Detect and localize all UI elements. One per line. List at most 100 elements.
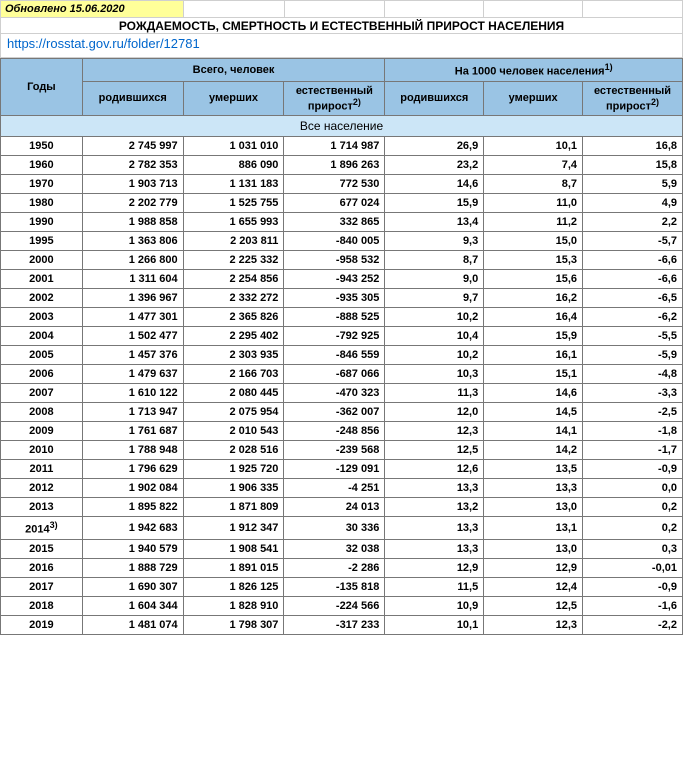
table-header: Годы Всего, человек На 1000 человек насе… — [1, 59, 683, 116]
source-link[interactable]: https://rosstat.gov.ru/folder/12781 — [5, 34, 202, 57]
cell-died-rate: 15,1 — [484, 365, 583, 384]
cell-natural-rate: -2,2 — [583, 615, 683, 634]
cell-born: 1 502 477 — [82, 327, 183, 346]
section-row: Все население — [1, 116, 683, 137]
cell-died-rate: 16,4 — [484, 308, 583, 327]
cell-year: 2002 — [1, 289, 83, 308]
cell-born-rate: 10,2 — [385, 308, 484, 327]
cell-year: 2007 — [1, 384, 83, 403]
cell-born: 1 888 729 — [82, 558, 183, 577]
cell-died-rate: 13,5 — [484, 460, 583, 479]
cell-natural: -792 925 — [284, 327, 385, 346]
cell-born-rate: 14,6 — [385, 175, 484, 194]
table-row: 20101 788 9482 028 516-239 56812,514,2-1… — [1, 441, 683, 460]
cell-born-rate: 10,1 — [385, 615, 484, 634]
table-row: 20001 266 8002 225 332-958 5328,715,3-6,… — [1, 251, 683, 270]
cell-natural: 772 530 — [284, 175, 385, 194]
table-row: 20151 940 5791 908 54132 03813,313,00,3 — [1, 539, 683, 558]
cell-died: 2 332 272 — [183, 289, 284, 308]
cell-born-rate: 10,4 — [385, 327, 484, 346]
cell-born: 2 782 353 — [82, 156, 183, 175]
cell-born: 1 902 084 — [82, 479, 183, 498]
cell-born-rate: 15,9 — [385, 194, 484, 213]
cell-born-rate: 13,3 — [385, 517, 484, 540]
cell-year: 1995 — [1, 232, 83, 251]
cell-born: 1 788 948 — [82, 441, 183, 460]
cell-year: 1970 — [1, 175, 83, 194]
cell-died-rate: 14,5 — [484, 403, 583, 422]
cell-born-rate: 12,5 — [385, 441, 484, 460]
cell-natural-rate: 0,3 — [583, 539, 683, 558]
cell-born-rate: 12,9 — [385, 558, 484, 577]
cell-died: 1 655 993 — [183, 213, 284, 232]
cell-natural-rate: -6,6 — [583, 251, 683, 270]
table-row: 20011 311 6042 254 856-943 2529,015,6-6,… — [1, 270, 683, 289]
cell-died-rate: 7,4 — [484, 156, 583, 175]
cell-born-rate: 10,9 — [385, 596, 484, 615]
table-row: 20143)1 942 6831 912 34730 33613,313,10,… — [1, 517, 683, 540]
cell-died: 2 075 954 — [183, 403, 284, 422]
cell-natural: -135 818 — [284, 577, 385, 596]
cell-year: 2015 — [1, 539, 83, 558]
cell-died-rate: 12,5 — [484, 596, 583, 615]
cell-natural: -958 532 — [284, 251, 385, 270]
cell-born: 1 713 947 — [82, 403, 183, 422]
cell-died-rate: 14,6 — [484, 384, 583, 403]
cell-died-rate: 14,1 — [484, 422, 583, 441]
cell-natural: -888 525 — [284, 308, 385, 327]
cell-natural: 1 714 987 — [284, 137, 385, 156]
cell-natural: -2 286 — [284, 558, 385, 577]
cell-natural-rate: -5,5 — [583, 327, 683, 346]
cell-born-rate: 9,7 — [385, 289, 484, 308]
cell-born: 1 266 800 — [82, 251, 183, 270]
cell-year: 1980 — [1, 194, 83, 213]
cell-year: 2009 — [1, 422, 83, 441]
table-row: 20021 396 9672 332 272-935 3059,716,2-6,… — [1, 289, 683, 308]
cell-died: 1 525 755 — [183, 194, 284, 213]
table-row: 19802 202 7791 525 755677 02415,911,04,9 — [1, 194, 683, 213]
cell-natural-rate: -5,7 — [583, 232, 683, 251]
cell-natural-rate: -2,5 — [583, 403, 683, 422]
spreadsheet: Обновлено 15.06.2020 РОЖДАЕМОСТЬ, СМЕРТН… — [0, 0, 683, 635]
table-row: 19951 363 8062 203 811-840 0059,315,0-5,… — [1, 232, 683, 251]
cell-natural-rate: -0,9 — [583, 460, 683, 479]
cell-natural-rate: 0,2 — [583, 517, 683, 540]
page-title: РОЖДАЕМОСТЬ, СМЕРТНОСТЬ И ЕСТЕСТВЕННЫЙ П… — [1, 18, 683, 34]
cell-born: 1 396 967 — [82, 289, 183, 308]
cell-died-rate: 13,3 — [484, 479, 583, 498]
cell-natural-rate: -3,3 — [583, 384, 683, 403]
cell-natural-rate: 0,0 — [583, 479, 683, 498]
cell-died-rate: 15,6 — [484, 270, 583, 289]
header-group-total: Всего, человек — [82, 59, 385, 82]
cell-died: 1 908 541 — [183, 539, 284, 558]
cell-year: 2001 — [1, 270, 83, 289]
cell-born: 1 942 683 — [82, 517, 183, 540]
cell-died: 2 295 402 — [183, 327, 284, 346]
cell-born: 2 202 779 — [82, 194, 183, 213]
cell-born-rate: 10,3 — [385, 365, 484, 384]
cell-born-rate: 13,4 — [385, 213, 484, 232]
cell-died-rate: 13,1 — [484, 517, 583, 540]
table-row: 19701 903 7131 131 183772 53014,68,75,9 — [1, 175, 683, 194]
cell-born: 1 479 637 — [82, 365, 183, 384]
table-row: 20091 761 6872 010 543-248 85612,314,1-1… — [1, 422, 683, 441]
cell-natural-rate: -6,5 — [583, 289, 683, 308]
cell-natural-rate: -4,8 — [583, 365, 683, 384]
cell-died-rate: 8,7 — [484, 175, 583, 194]
table-row: 20121 902 0841 906 335-4 25113,313,30,0 — [1, 479, 683, 498]
header-natural-rate: естественный прирост2) — [583, 81, 683, 116]
cell-natural: -935 305 — [284, 289, 385, 308]
table-row: 20161 888 7291 891 015-2 28612,912,9-0,0… — [1, 558, 683, 577]
cell-died-rate: 16,2 — [484, 289, 583, 308]
cell-born-rate: 13,2 — [385, 498, 484, 517]
cell-born-rate: 23,2 — [385, 156, 484, 175]
cell-born-rate: 13,3 — [385, 479, 484, 498]
cell-natural-rate: 4,9 — [583, 194, 683, 213]
cell-born-rate: 11,5 — [385, 577, 484, 596]
cell-died-rate: 11,0 — [484, 194, 583, 213]
cell-born-rate: 8,7 — [385, 251, 484, 270]
cell-natural-rate: -1,6 — [583, 596, 683, 615]
cell-year: 2010 — [1, 441, 83, 460]
cell-natural: 1 896 263 — [284, 156, 385, 175]
cell-natural-rate: 16,8 — [583, 137, 683, 156]
